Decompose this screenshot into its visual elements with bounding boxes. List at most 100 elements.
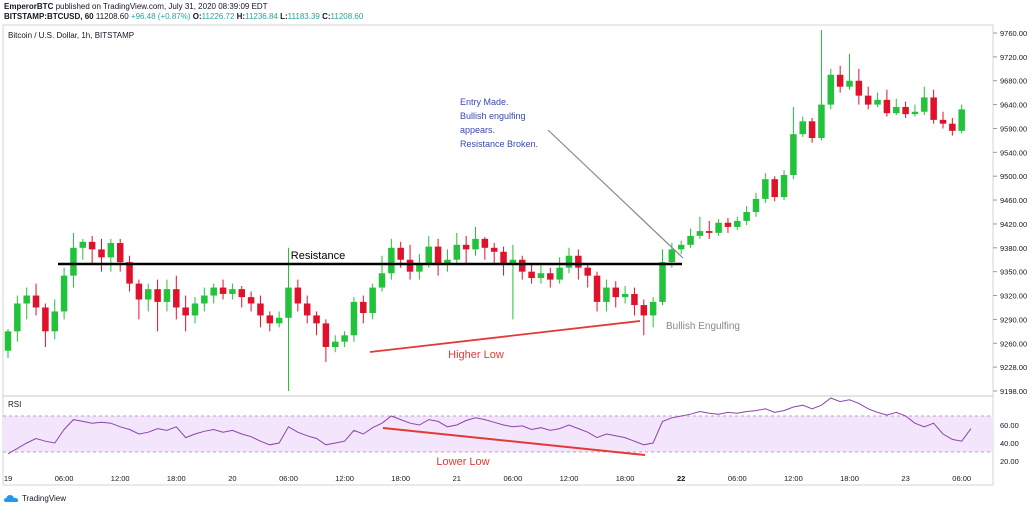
price-axis[interactable]: 9198.00 9228.00 9260.00 9290.00 9320.00 9350.… xyxy=(993,29,1027,396)
time-axis[interactable]: 19 06:00 12:00 18:00 20 06:00 12:00 18:00 21 06:0… xyxy=(4,474,971,483)
candle xyxy=(593,271,601,312)
candle xyxy=(696,216,704,239)
candle-body xyxy=(836,74,844,87)
candle xyxy=(247,291,255,312)
candle xyxy=(182,295,189,332)
candle xyxy=(42,303,49,347)
price-tick-label: 9720.00 xyxy=(1000,53,1027,62)
candle xyxy=(98,238,105,272)
entry-pointer-line xyxy=(547,129,684,259)
candle xyxy=(116,238,124,272)
candle-body xyxy=(210,287,217,296)
candle-body xyxy=(425,246,432,264)
candle xyxy=(490,243,498,264)
candle-body xyxy=(434,246,442,264)
candle xyxy=(238,285,245,308)
candle xyxy=(949,117,956,136)
candle-body xyxy=(752,198,760,212)
candle-body xyxy=(790,134,797,176)
candle-body xyxy=(734,220,741,227)
candle-body xyxy=(883,99,891,114)
candle-body xyxy=(350,301,358,336)
open-value: 11226.72 xyxy=(201,12,235,21)
candle xyxy=(874,92,881,107)
price-tick-label: 9540.00 xyxy=(1000,148,1027,157)
candle-body xyxy=(808,121,816,139)
candle xyxy=(930,89,937,124)
candle-body xyxy=(509,259,517,264)
rsi-series xyxy=(7,397,972,455)
candle-body xyxy=(154,289,161,302)
candle-body xyxy=(444,259,451,264)
candle-body xyxy=(724,222,732,227)
tradingview-logo[interactable]: TradingView xyxy=(4,494,66,503)
high-label: H: xyxy=(236,12,246,21)
candle-body xyxy=(649,301,657,316)
time-tick-label: 12:00 xyxy=(560,474,579,483)
higher-low-label: Higher Low xyxy=(448,349,504,361)
candle xyxy=(519,255,526,280)
candle xyxy=(434,238,442,276)
rsi-band-fill xyxy=(3,416,993,452)
candle-body xyxy=(341,335,348,342)
tradingview-cloud-icon xyxy=(4,495,19,502)
candle-body xyxy=(584,267,591,276)
candle-body xyxy=(603,287,610,302)
candle xyxy=(88,235,96,264)
candle xyxy=(341,331,348,347)
candle xyxy=(883,89,891,117)
candle-body xyxy=(490,247,498,252)
symbol-line: BITSTAMP:BTCUSD, 60 11208.60 +96.48 (+0.… xyxy=(4,12,363,21)
candle-body xyxy=(116,243,124,263)
candle-body xyxy=(921,97,928,112)
candlestick-series xyxy=(4,30,965,391)
candle-body xyxy=(677,244,685,250)
candle-body xyxy=(864,95,872,105)
candle-body xyxy=(397,247,404,260)
candle-body xyxy=(537,273,545,279)
candle-body xyxy=(51,311,58,332)
candle xyxy=(659,249,666,306)
price-change: +96.48 (+0.87%) xyxy=(130,12,191,21)
candle xyxy=(14,295,21,342)
time-tick-label: 06:00 xyxy=(728,474,747,483)
candle xyxy=(285,247,292,391)
candle-body xyxy=(219,287,227,294)
candle xyxy=(771,176,778,202)
candle xyxy=(294,279,302,312)
candle xyxy=(313,311,320,336)
candle xyxy=(51,299,58,340)
candle-body xyxy=(902,106,909,115)
candle-body xyxy=(303,303,311,316)
candle-body xyxy=(481,238,489,248)
candle-body xyxy=(332,341,339,347)
publish-info: published on TradingView.com, July 31, 2… xyxy=(55,2,268,11)
candle-body xyxy=(238,289,245,298)
candle-body xyxy=(266,315,274,324)
time-tick-label: 18:00 xyxy=(391,474,410,483)
rsi-tick-label: 20.00 xyxy=(1000,457,1019,466)
candle xyxy=(743,206,750,226)
candle xyxy=(60,267,68,320)
candle-body xyxy=(378,273,386,288)
candle-body xyxy=(145,289,152,300)
candle xyxy=(210,283,217,304)
candle xyxy=(406,244,414,280)
candle xyxy=(621,285,629,304)
price-tick-label: 9320.00 xyxy=(1000,292,1027,301)
rsi-tick-label: 60.00 xyxy=(1000,421,1019,430)
candle xyxy=(640,299,648,336)
price-tick-label: 9260.00 xyxy=(1000,339,1027,348)
close-label: C: xyxy=(322,12,331,21)
last-price: 11208.60 xyxy=(95,12,129,21)
candle xyxy=(846,53,853,90)
candle xyxy=(453,232,461,266)
candle xyxy=(70,232,77,288)
candle xyxy=(481,237,489,260)
price-tick-label: 9680.00 xyxy=(1000,77,1027,86)
candle-body xyxy=(621,293,629,298)
candle-body xyxy=(462,244,470,250)
candle-body xyxy=(949,123,956,131)
candle xyxy=(145,283,152,312)
